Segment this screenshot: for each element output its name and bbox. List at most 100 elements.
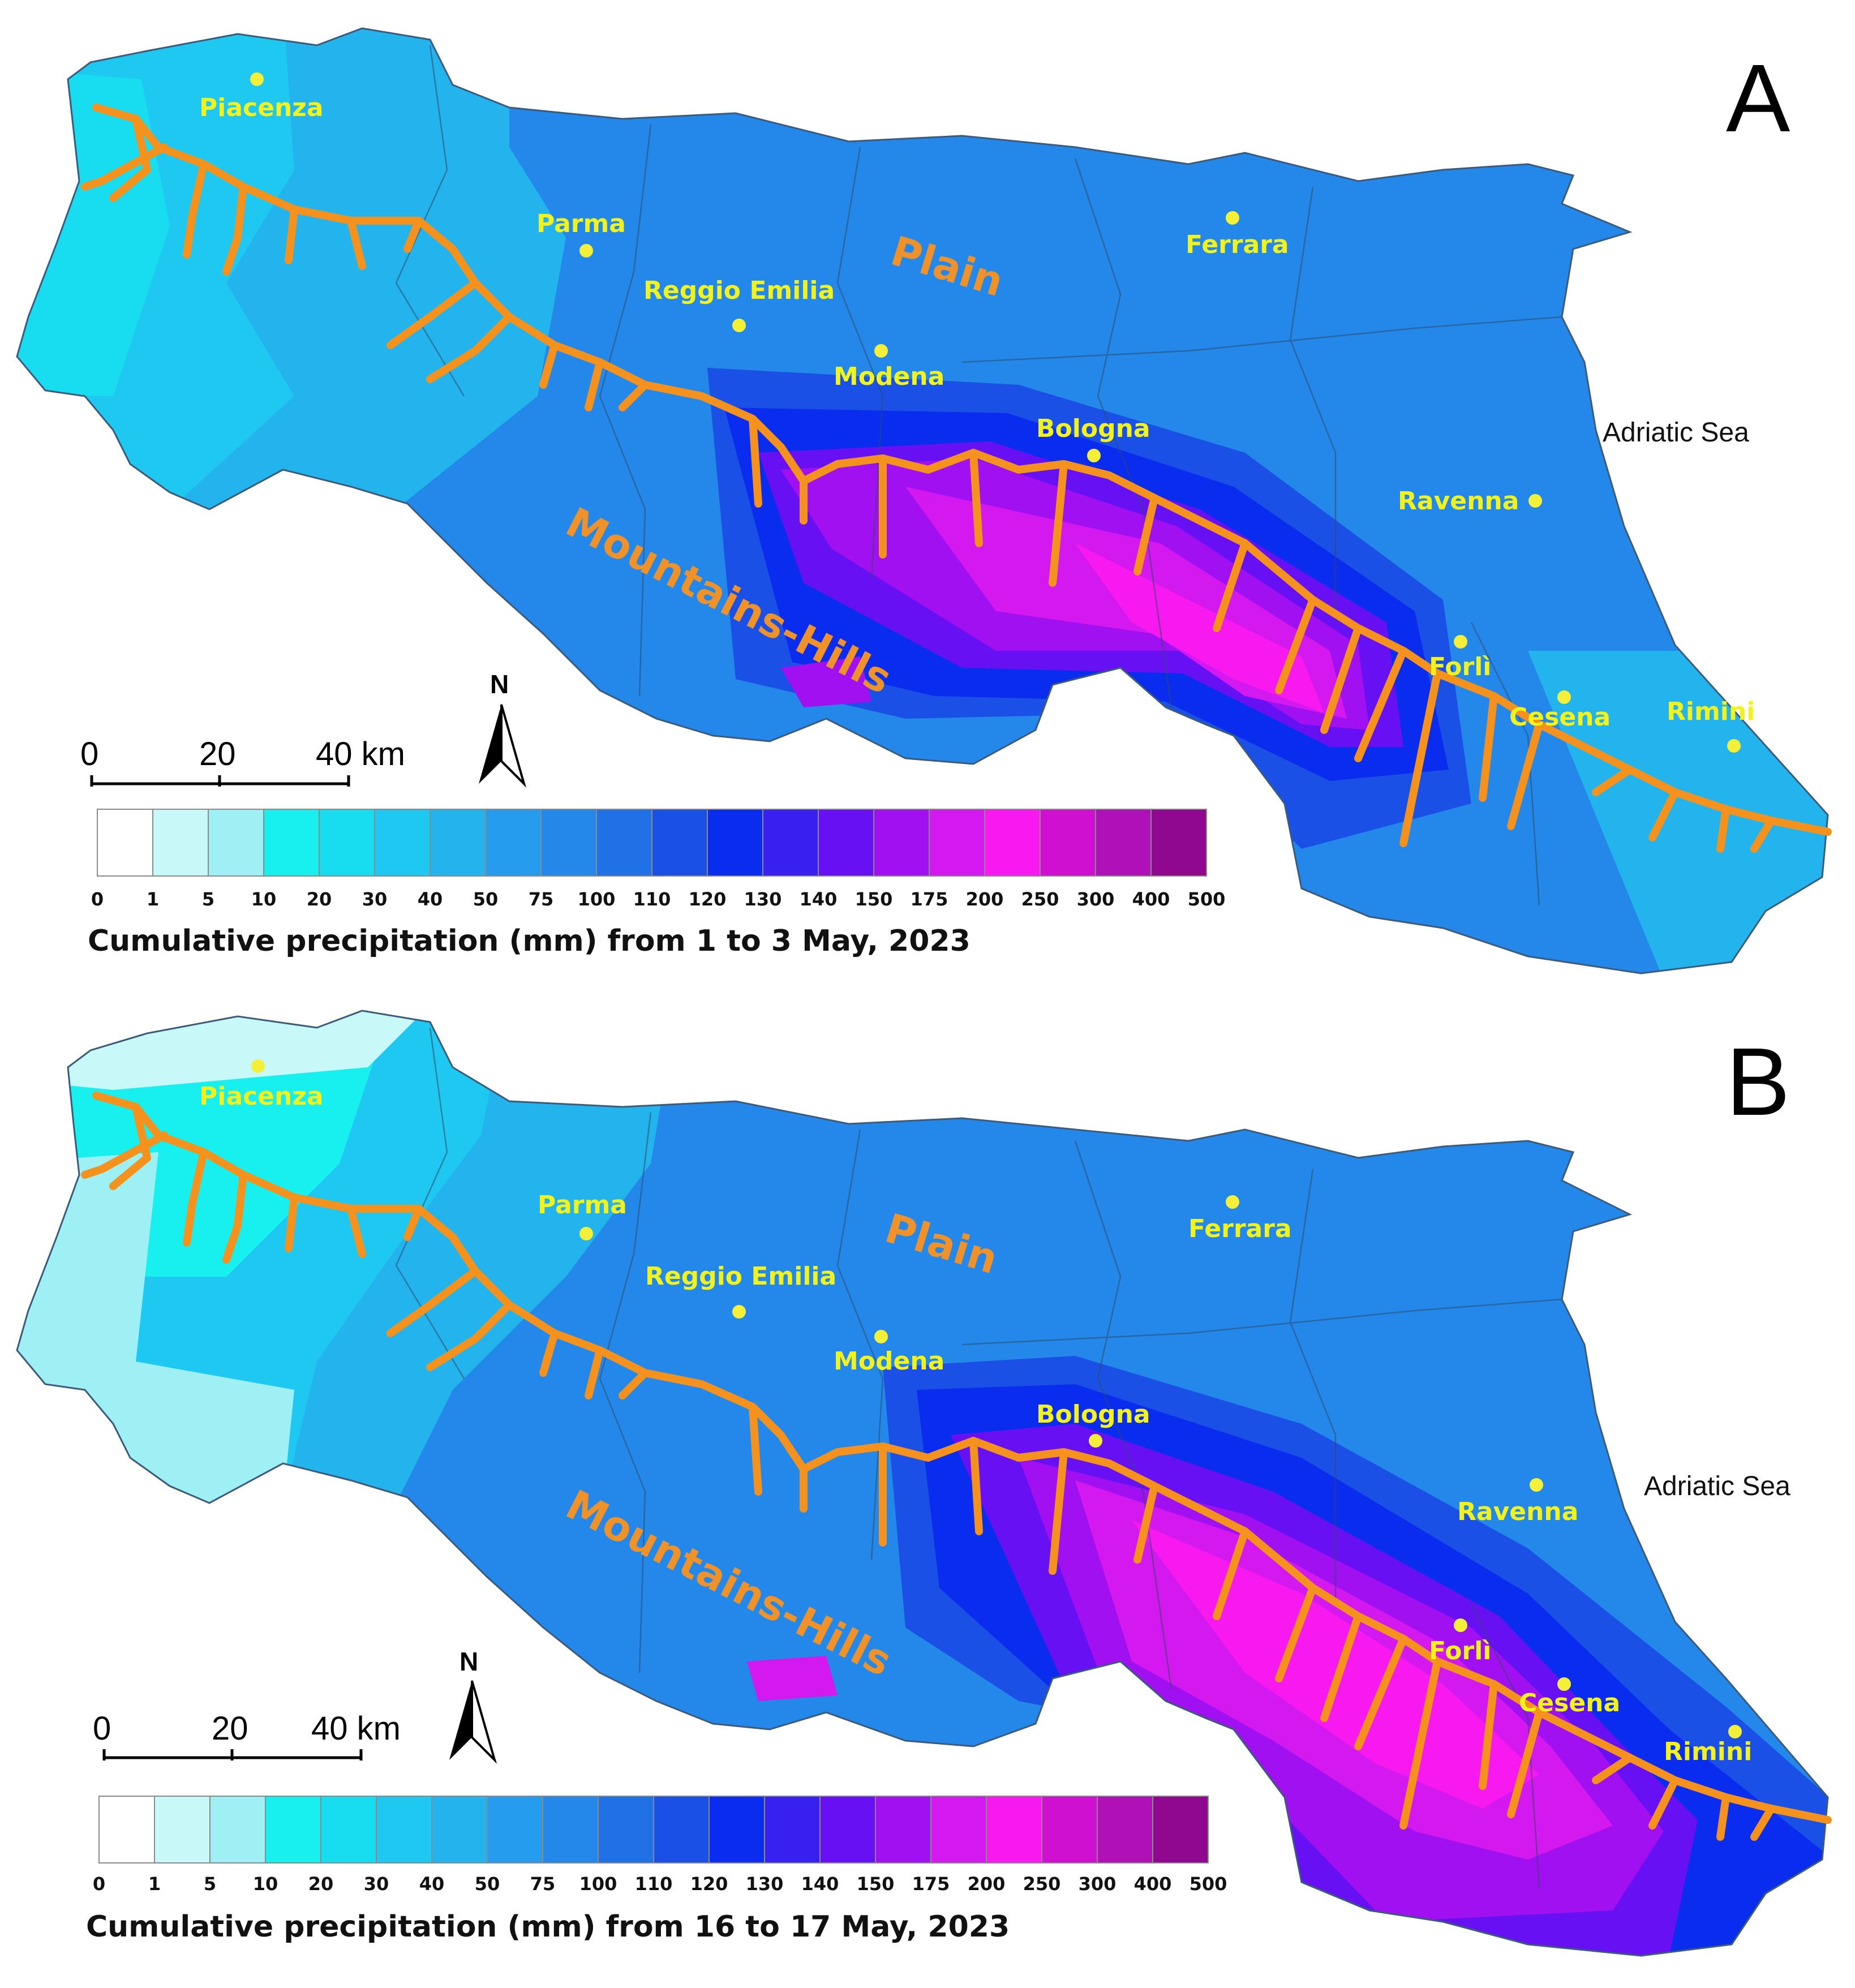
- city-label-modena: Modena: [834, 362, 944, 391]
- legend-swatch: [319, 809, 375, 877]
- legend-tick-label: 1: [148, 1873, 161, 1895]
- scale-bar-b: 0 20 40 km: [93, 1710, 401, 1761]
- city-dot-modena: [874, 1330, 888, 1343]
- legend-tick-label: 120: [689, 888, 727, 910]
- city-label-ferrara: Ferrara: [1188, 1214, 1292, 1243]
- legend-swatch: [930, 1796, 987, 1864]
- legend-swatch: [431, 1796, 488, 1864]
- legend-swatch: [209, 1796, 266, 1864]
- map-panel-a: Piacenza Parma Reggio Emilia Modena Bolo…: [16, 27, 1832, 974]
- legend-tick-label: 5: [204, 1873, 216, 1895]
- city-dot-rimini: [1727, 739, 1741, 753]
- city-dot-ravenna: [1530, 1478, 1543, 1492]
- legend-tick-label: 175: [912, 1873, 950, 1895]
- legend-tick-label: 150: [857, 1873, 895, 1895]
- legend-tick-label: 150: [855, 888, 893, 910]
- city-dot-rimini: [1728, 1725, 1742, 1738]
- city-label-reggio: Reggio Emilia: [643, 276, 835, 305]
- scale-bar-a: 0 20 40 km: [80, 736, 405, 787]
- legend-tick-label: 10: [251, 888, 277, 910]
- legend-tick-label: 400: [1134, 1873, 1172, 1895]
- legend-caption-a: Cumulative precipitation (mm) from 1 to …: [88, 924, 971, 958]
- city-dot-parma: [579, 1227, 593, 1240]
- map-a-svg: Piacenza Parma Reggio Emilia Modena Bolo…: [16, 27, 1832, 974]
- city-dot-reggio: [732, 319, 746, 332]
- legend-swatch: [1150, 809, 1207, 877]
- legend-swatch: [651, 809, 708, 877]
- legend-tick-label: 250: [1021, 888, 1059, 910]
- city-label-piacenza: Piacenza: [199, 93, 324, 122]
- legend-swatch: [152, 809, 209, 877]
- city-label-ferrara: Ferrara: [1186, 230, 1289, 259]
- legend-swatch: [818, 809, 874, 877]
- legend-tick-label: 0: [93, 1873, 105, 1895]
- map-b-svg: Piacenza Parma Reggio Emilia Modena Bolo…: [16, 1010, 1832, 1957]
- city-dot-ferrara: [1226, 211, 1239, 225]
- city-dot-bologna: [1089, 1434, 1102, 1448]
- city-label-cesena: Cesena: [1509, 703, 1611, 732]
- legend-swatch: [430, 809, 486, 877]
- legend-tick-label: 100: [578, 888, 616, 910]
- legend-swatch: [1097, 1796, 1153, 1864]
- city-dot-cesena: [1557, 1677, 1571, 1691]
- legend-swatch: [1152, 1796, 1209, 1864]
- legend-swatch: [762, 809, 819, 877]
- city-dot-piacenza: [251, 1059, 265, 1073]
- sea-label: Adriatic Sea: [1603, 418, 1749, 448]
- scale-label-40: 40 km: [316, 736, 405, 772]
- legend-colorbar-b: 0 1 5 10 20 30 40 50 75 100 110 120 130 140 150 175 200 2…: [93, 1796, 1227, 1895]
- legend-tick-label: 300: [1077, 888, 1115, 910]
- legend-tick-label: 500: [1190, 1873, 1227, 1895]
- legend-tick-label: 75: [530, 1873, 556, 1895]
- legend-tick-label: 40: [418, 888, 443, 910]
- city-dots-b: [251, 1059, 1742, 1738]
- legend-tick-label: 0: [91, 888, 104, 910]
- legend-swatch: [819, 1796, 876, 1864]
- city-label-rimini: Rimini: [1667, 697, 1755, 726]
- legend-tick-label: 20: [307, 888, 332, 910]
- city-label-reggio: Reggio Emilia: [645, 1262, 836, 1291]
- city-label-bologna: Bologna: [1036, 1400, 1150, 1429]
- legend-tick-label: 300: [1079, 1873, 1117, 1895]
- panel-letter: A: [1726, 45, 1790, 152]
- legend-swatch: [374, 809, 431, 877]
- legend-tick-label: 5: [202, 888, 214, 910]
- legend-colorbar-a: 0 1 5 10 20 30 40 50 75 100 110 120 130 140 150 175 200 2…: [91, 809, 1225, 910]
- city-dot-ravenna: [1528, 494, 1542, 508]
- city-label-ravenna: Ravenna: [1398, 487, 1519, 516]
- legend-tick-label: 20: [308, 1873, 334, 1895]
- legend-swatch: [984, 809, 1041, 877]
- city-dot-forli: [1454, 635, 1467, 649]
- legend-swatch: [1095, 809, 1152, 877]
- legend-swatch: [263, 809, 320, 877]
- legend-swatch: [97, 809, 153, 877]
- legend-tick-label: 120: [690, 1873, 728, 1895]
- legend-swatch: [653, 1796, 710, 1864]
- city-dot-forli: [1454, 1618, 1467, 1632]
- city-label-ravenna: Ravenna: [1457, 1497, 1578, 1526]
- city-label-forli: Forlì: [1429, 652, 1491, 681]
- north-arrow-icon: N: [449, 1647, 497, 1764]
- city-dot-bologna: [1087, 449, 1101, 462]
- legend-tick-label: 130: [746, 1873, 784, 1895]
- city-label-rimini: Rimini: [1664, 1737, 1752, 1766]
- legend-swatch: [707, 809, 763, 877]
- legend-tick-label: 40: [419, 1873, 445, 1895]
- map-panel-b: Piacenza Parma Reggio Emilia Modena Bolo…: [0, 994, 1855, 1988]
- legend-tick-label: 250: [1023, 1873, 1061, 1895]
- legend-swatch: [485, 809, 542, 877]
- city-dot-ferrara: [1226, 1195, 1239, 1209]
- legend-tick-label: 130: [744, 888, 782, 910]
- legend-swatch: [320, 1796, 377, 1864]
- north-arrow-icon: N: [479, 669, 527, 788]
- legend-tick-label: 400: [1132, 888, 1170, 910]
- legend-swatch: [376, 1796, 432, 1864]
- province-borders-a: [395, 45, 1562, 906]
- legend-tick-label: 50: [475, 1873, 500, 1895]
- legend-swatch: [1040, 809, 1096, 877]
- legend-tick-label: 200: [968, 1873, 1006, 1895]
- legend-swatch: [154, 1796, 211, 1864]
- city-dots-a: [250, 72, 1741, 753]
- legend-swatch: [596, 809, 652, 877]
- legend-swatch: [764, 1796, 821, 1864]
